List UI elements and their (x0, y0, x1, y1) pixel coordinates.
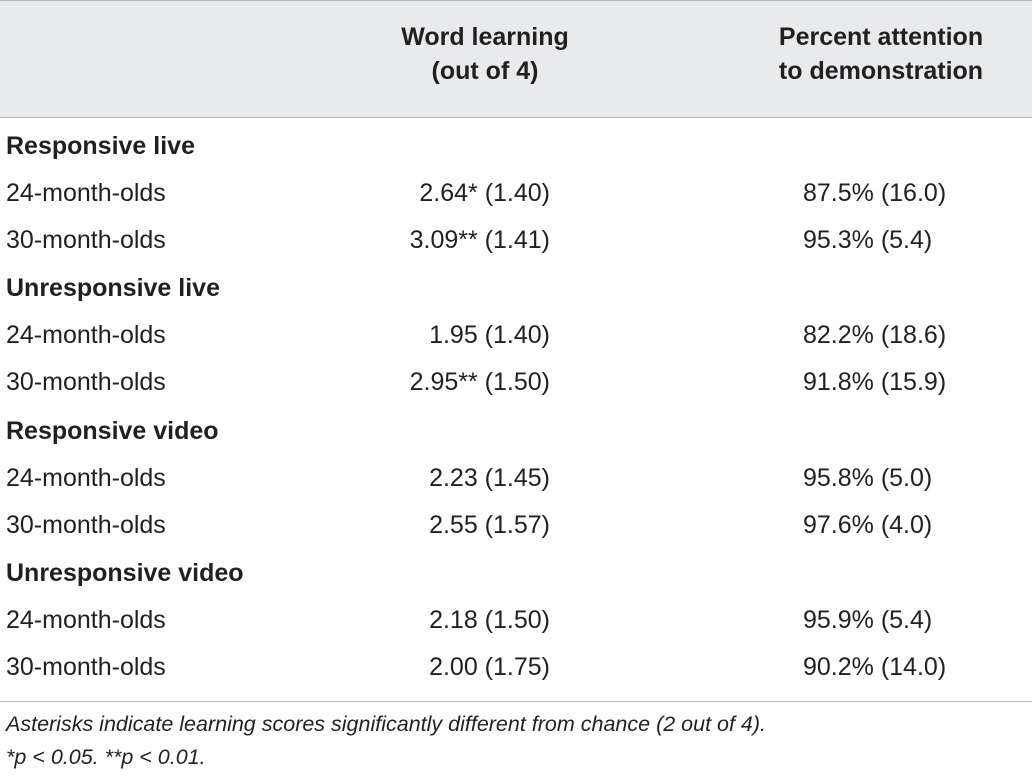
bottom-rule (0, 701, 1032, 702)
header-attention: Percent attention to demonstration (740, 20, 1022, 88)
group-row: Responsive live (0, 123, 1032, 170)
word-learning-cell: 2.18 (1.50) (429, 606, 550, 634)
table-footnote: Asterisks indicate learning scores signi… (6, 708, 1026, 774)
attention-cell: 91.8% (15.9) (803, 368, 947, 396)
attention-cell: 87.5% (16.0) (803, 179, 947, 207)
word-learning-cell: 2.23 (1.45) (429, 464, 550, 492)
attention-cell: 95.9% (5.4) (803, 606, 933, 634)
group-row: Unresponsive live (0, 265, 1032, 312)
word-learning-cell: 2.95** (1.50) (409, 368, 550, 396)
header-word-learning-line2: (out of 4) (431, 57, 539, 85)
word-learning-cell: 2.55 (1.57) (429, 511, 550, 539)
table-row: 24-month-olds 2.18 (1.50) 95.9% (5.4) (0, 597, 1032, 644)
age-cell: 30-month-olds (6, 226, 166, 254)
group-label: Unresponsive video (6, 559, 244, 587)
word-learning-cell: 2.00 (1.75) (429, 653, 550, 681)
top-rule (0, 0, 1032, 1)
age-cell: 24-month-olds (6, 606, 166, 634)
group-row: Responsive video (0, 408, 1032, 455)
attention-cell: 95.8% (5.0) (803, 464, 933, 492)
table-row: 24-month-olds 2.64* (1.40) 87.5% (16.0) (0, 170, 1032, 217)
group-row: Unresponsive video (0, 550, 1032, 597)
age-cell: 30-month-olds (6, 653, 166, 681)
header-rule (0, 117, 1032, 118)
age-cell: 24-month-olds (6, 179, 166, 207)
table-row: 24-month-olds 1.95 (1.40) 82.2% (18.6) (0, 312, 1032, 359)
word-learning-cell: 1.95 (1.40) (429, 321, 550, 349)
table-row: 30-month-olds 2.95** (1.50) 91.8% (15.9) (0, 359, 1032, 406)
age-cell: 24-month-olds (6, 464, 166, 492)
age-cell: 24-month-olds (6, 321, 166, 349)
table-row: 30-month-olds 3.09** (1.41) 95.3% (5.4) (0, 217, 1032, 264)
attention-cell: 95.3% (5.4) (803, 226, 933, 254)
table-header-band (0, 0, 1032, 117)
header-attention-line1: Percent attention (778, 23, 984, 51)
table-row: 24-month-olds 2.23 (1.45) 95.8% (5.0) (0, 455, 1032, 502)
word-learning-cell: 3.09** (1.41) (409, 226, 550, 254)
group-label: Responsive live (6, 132, 195, 160)
group-label: Unresponsive live (6, 274, 220, 302)
table-row: 30-month-olds 2.55 (1.57) 97.6% (4.0) (0, 502, 1032, 549)
footnote-line2: *p < 0.05. **p < 0.01. (6, 745, 206, 769)
table-row: 30-month-olds 2.00 (1.75) 90.2% (14.0) (0, 644, 1032, 691)
age-cell: 30-month-olds (6, 511, 166, 539)
attention-cell: 97.6% (4.0) (803, 511, 933, 539)
header-word-learning-line1: Word learning (401, 23, 569, 51)
group-label: Responsive video (6, 417, 219, 445)
header-attention-line2: to demonstration (778, 57, 984, 85)
word-learning-cell: 2.64* (1.40) (419, 179, 550, 207)
attention-cell: 90.2% (14.0) (803, 653, 947, 681)
age-cell: 30-month-olds (6, 368, 166, 396)
attention-cell: 82.2% (18.6) (803, 321, 947, 349)
header-word-learning: Word learning (out of 4) (330, 20, 640, 88)
footnote-line1: Asterisks indicate learning scores signi… (6, 712, 767, 736)
